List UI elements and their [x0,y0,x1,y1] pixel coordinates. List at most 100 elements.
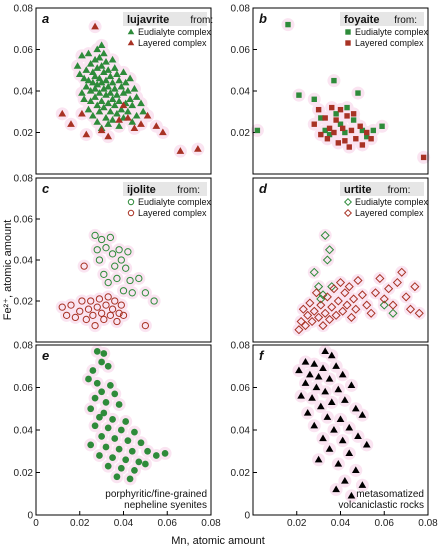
data-point [97,41,106,49]
data-point [91,422,99,430]
data-point [84,49,93,57]
data-point [102,113,110,121]
halo [408,280,422,294]
data-point [124,87,132,94]
data-point [364,129,370,136]
panel-letter: e [42,348,49,363]
legend-title: lujavrite [127,14,169,26]
data-point [303,409,312,416]
legend-title: ijolite [127,184,156,196]
data-point [119,68,128,75]
y-tick-label: 0.02 [231,128,251,139]
data-point [104,462,112,470]
data-point [152,452,160,459]
data-point [113,274,121,283]
data-point [325,445,334,452]
data-point [359,127,366,134]
data-point [84,105,93,113]
data-point [301,379,310,386]
data-point [318,131,324,138]
data-point [106,89,115,96]
data-point [388,300,398,310]
data-point [330,426,338,433]
data-point [76,307,84,315]
data-point [104,132,113,140]
data-point [130,124,139,132]
data-point [113,473,121,481]
panel-letter: d [259,181,268,196]
data-point [104,66,113,73]
halo [349,302,363,316]
halo [110,271,124,285]
data-point [93,45,102,53]
legend-from: from: [190,15,213,26]
data-point [319,434,327,442]
data-point [89,367,97,374]
data-point [86,60,95,67]
data-point [355,90,361,96]
data-point [128,118,137,125]
data-point [96,413,103,421]
data-point [117,105,126,113]
y-tick-label: 0.08 [14,341,34,352]
data-point [353,136,359,142]
data-point [124,248,132,256]
data-point [113,91,121,98]
data-point [305,298,315,308]
data-point [97,62,106,69]
data-point [324,136,331,142]
data-point [325,375,334,382]
data-point [109,416,116,423]
data-point [315,106,322,113]
panel-letter: c [42,181,50,196]
data-point [307,316,317,327]
series-1 [91,231,158,305]
data-point [108,116,117,123]
data-point [311,288,321,298]
legend-item: Eudialyte complex [355,197,429,207]
data-point [362,440,371,448]
data-point [392,277,402,288]
series-1 [85,348,169,483]
data-point [95,89,104,96]
data-point [342,129,348,136]
legend-marker [127,39,135,46]
data-point [344,113,350,119]
data-point [345,449,354,457]
halo [121,245,135,259]
data-point [327,302,337,312]
halo [386,298,400,312]
data-point [119,287,128,295]
data-point [319,364,327,372]
halo [399,290,413,304]
halo [92,253,106,267]
data-point [322,255,332,265]
data-point [78,51,86,59]
legend-title-bg [123,182,207,196]
data-point [325,245,335,255]
data-point [102,301,110,309]
data-point [58,303,66,311]
data-point [314,372,323,380]
data-point [338,370,347,378]
data-point [111,262,119,270]
data-point [93,118,102,125]
data-point [106,72,115,80]
data-point [115,309,123,317]
data-point [100,315,108,324]
data-point [137,439,145,447]
data-point [401,292,411,302]
data-point [309,267,319,277]
y-tick-label: 0.06 [231,383,251,394]
y-tick-label: 0.06 [14,45,34,56]
data-point [67,120,75,127]
data-point [318,290,328,300]
data-point [366,308,376,318]
halo [147,294,161,308]
data-point [358,411,367,418]
data-point [341,396,349,403]
legend-marker [343,197,353,207]
data-point [78,109,86,117]
data-point [311,121,317,127]
